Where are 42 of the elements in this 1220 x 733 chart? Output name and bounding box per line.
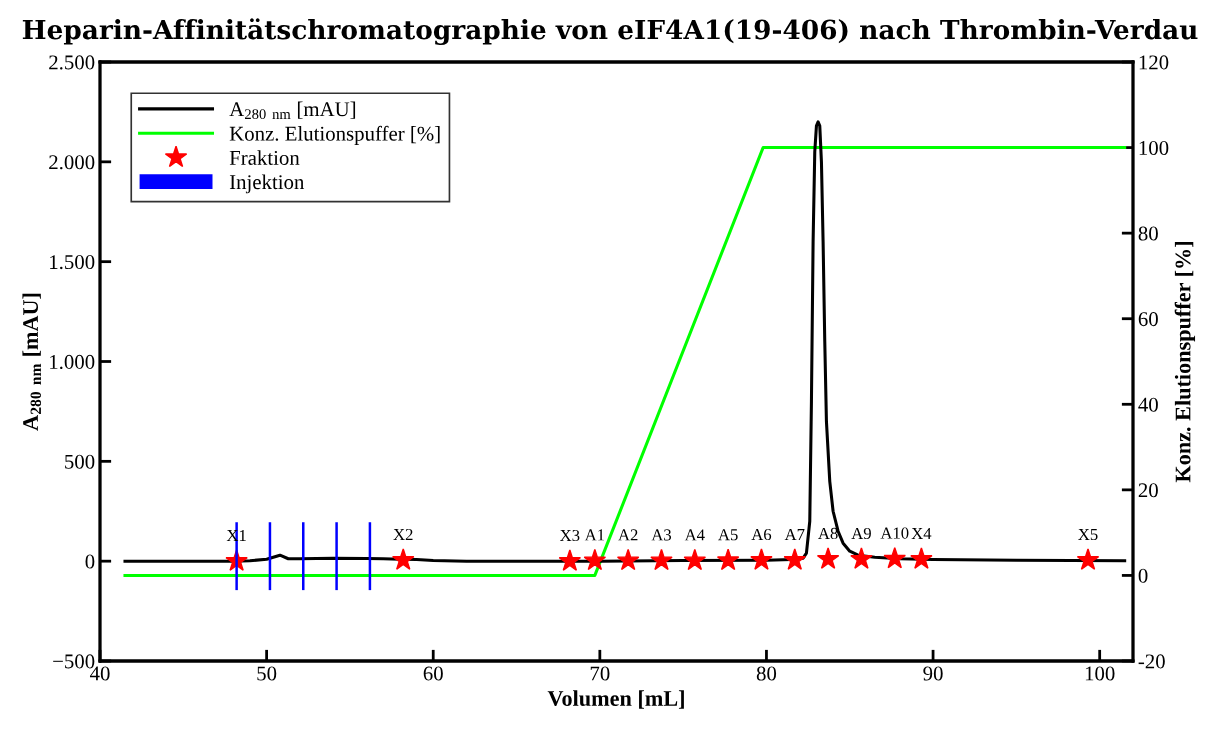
y-tick-label: 2.500	[49, 55, 95, 70]
y2-tick-label: 0	[1138, 568, 1148, 583]
legend-label: Konz. Elutionspuffer [%]	[229, 125, 440, 145]
y2-tick-label: 80	[1138, 226, 1158, 241]
x-axis-title: Volumen [mL]	[547, 690, 684, 709]
legend-label: A$_{280 nm}$ [mAU]	[229, 101, 356, 120]
annotation: A1	[584, 529, 605, 541]
x-tick-label: 60	[423, 666, 443, 681]
y2-tick-label: 100	[1139, 140, 1169, 155]
chart-title: Heparin-Affinitätschromatographie von eIF4A1(19-406) nach Thrombin-Verdau	[22, 18, 1198, 45]
x-tick-label: 100	[1085, 666, 1115, 681]
y-axis-title: A$_{280 nm}$ [mAU]	[22, 293, 42, 431]
y2-axis-title: Konz. Elutionspuffer [%]	[1174, 242, 1196, 483]
y2-tick-label: -20	[1138, 654, 1165, 669]
x-tick-label: 80	[756, 666, 777, 681]
annotation: A10	[880, 527, 909, 539]
y2-tick-label: 120	[1139, 55, 1169, 70]
annotation: A7	[784, 528, 805, 540]
y2-tick-label: 20	[1138, 483, 1158, 498]
annotation: X2	[393, 528, 413, 540]
x-tick-label: 50	[257, 666, 277, 681]
y-tick-label: 500	[65, 454, 95, 469]
annotation: A4	[684, 529, 705, 541]
annotation: A9	[851, 527, 871, 540]
annotation: A6	[751, 528, 772, 541]
legend-label: Injektion	[229, 174, 305, 194]
y-tick-label: 2.000	[49, 155, 95, 170]
annotation: X4	[911, 527, 932, 539]
annotation: A3	[651, 529, 672, 541]
x-tick-label: 90	[923, 666, 943, 681]
y-tick-label: 1.500	[50, 255, 95, 270]
annotation: X5	[1078, 529, 1098, 541]
y-tick-label: 0	[85, 554, 95, 569]
annotation: A2	[618, 529, 638, 541]
annotation: A5	[718, 529, 738, 541]
legend-label: Fraktion	[229, 150, 300, 165]
y2-tick-label: 60	[1138, 312, 1158, 327]
annotation: A8	[818, 527, 838, 540]
y-tick-label: 1.000	[50, 354, 95, 370]
annotation: X3	[560, 529, 580, 542]
x-tick-label: 70	[590, 666, 610, 681]
y2-tick-label: 40	[1138, 397, 1158, 412]
